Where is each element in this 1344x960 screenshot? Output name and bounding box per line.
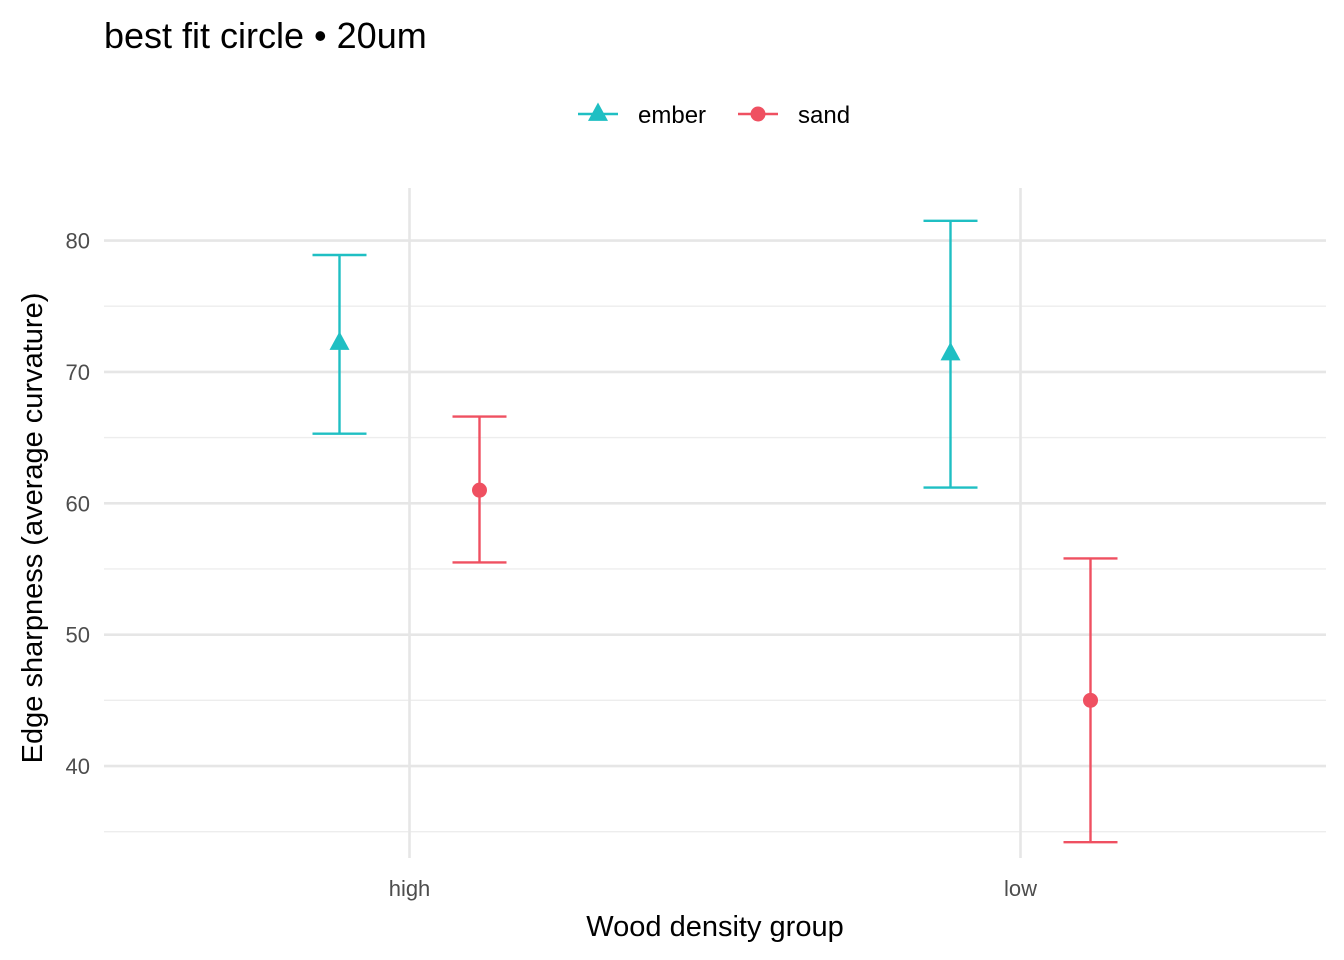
data-point	[1083, 692, 1098, 708]
legend-key-marker	[750, 106, 766, 122]
y-tick-label: 60	[66, 491, 90, 516]
legend: ember sand	[578, 102, 850, 129]
y-tick-label: 80	[66, 229, 90, 254]
plot-marks	[312, 219, 1118, 844]
data-point	[940, 342, 961, 361]
plot-grid	[104, 188, 1326, 858]
series-ember	[312, 219, 978, 489]
y-tick-label: 50	[66, 623, 90, 648]
legend-label: ember	[638, 102, 706, 129]
data-point	[472, 482, 487, 498]
legend-label: sand	[798, 102, 850, 129]
legend-key-marker	[588, 102, 608, 121]
y-tick-label: 70	[66, 360, 90, 385]
axis-ticks: 40 50 60 70 80 high low	[66, 229, 1038, 901]
legend-item-ember: ember	[578, 102, 706, 129]
y-axis-title: Edge sharpness (average curvature)	[17, 293, 49, 764]
x-axis-title: Wood density group	[586, 911, 843, 943]
x-tick-label: high	[389, 876, 431, 901]
legend-item-sand: sand	[738, 102, 850, 129]
y-tick-label: 40	[66, 754, 90, 779]
series-sand	[452, 415, 1118, 844]
data-point	[329, 331, 350, 350]
x-tick-label: low	[1004, 876, 1037, 901]
chart-title: best fit circle • 20um	[104, 15, 427, 56]
